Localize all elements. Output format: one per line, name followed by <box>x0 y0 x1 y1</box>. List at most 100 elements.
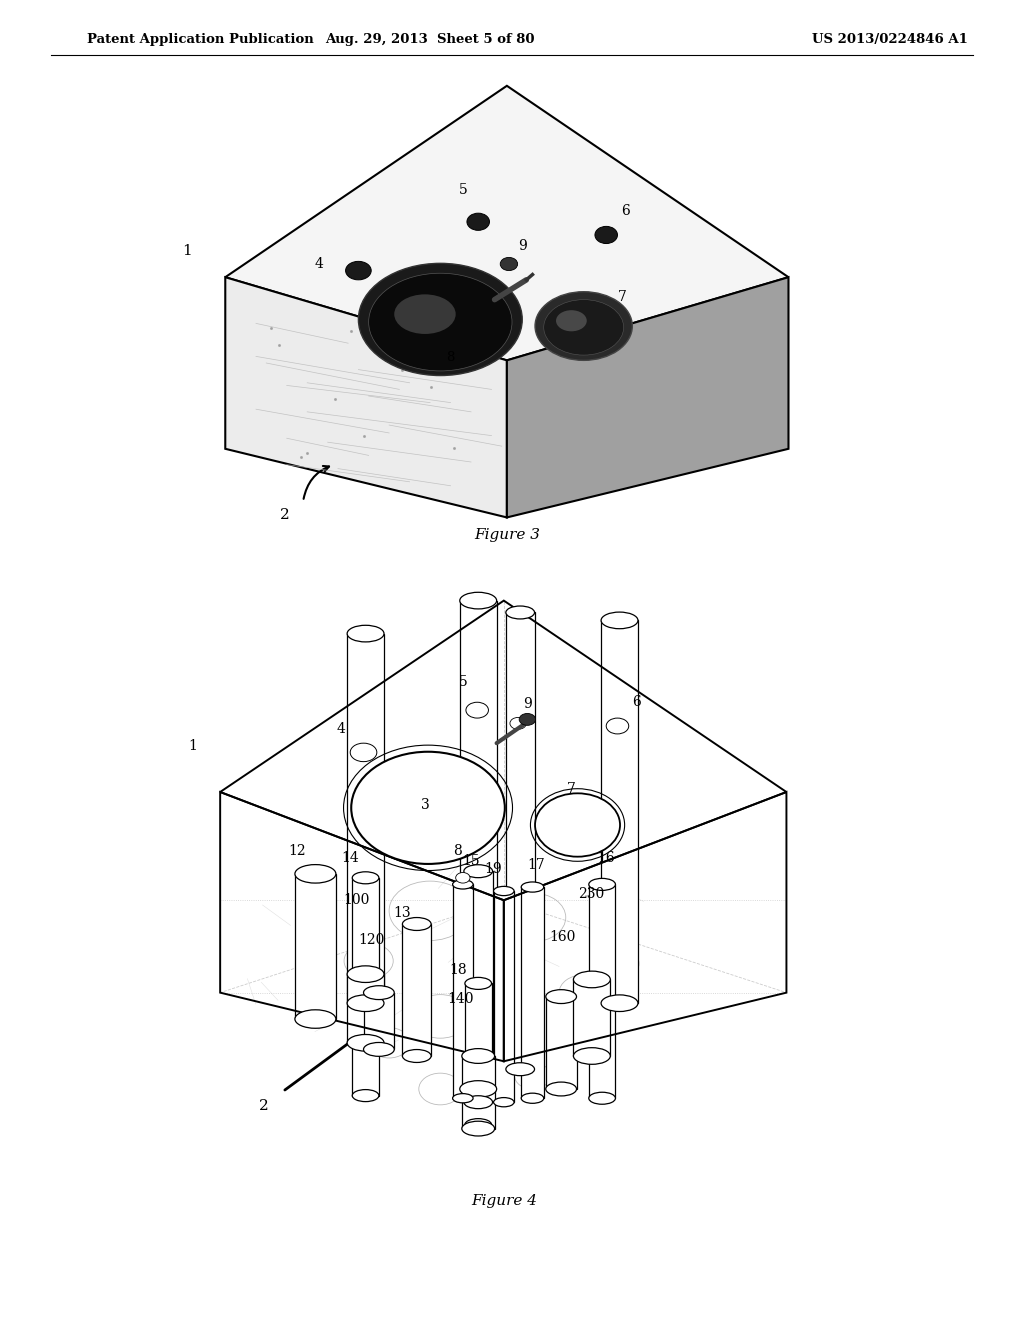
Ellipse shape <box>535 292 632 360</box>
Text: 140: 140 <box>447 993 474 1006</box>
Text: 7: 7 <box>618 290 627 304</box>
Text: 8: 8 <box>446 351 455 364</box>
Ellipse shape <box>506 1063 535 1076</box>
Ellipse shape <box>535 793 620 857</box>
Text: 9: 9 <box>523 697 531 710</box>
Text: Figure 4: Figure 4 <box>471 1195 537 1208</box>
Ellipse shape <box>601 612 638 628</box>
Ellipse shape <box>347 966 384 982</box>
Ellipse shape <box>347 626 384 642</box>
Polygon shape <box>453 884 473 1098</box>
Polygon shape <box>601 620 638 1003</box>
Ellipse shape <box>573 972 610 987</box>
Text: Aug. 29, 2013  Sheet 5 of 80: Aug. 29, 2013 Sheet 5 of 80 <box>326 33 535 46</box>
Ellipse shape <box>394 294 456 334</box>
Text: 3: 3 <box>421 799 429 812</box>
Ellipse shape <box>500 257 517 271</box>
Ellipse shape <box>347 1035 384 1051</box>
Ellipse shape <box>506 606 535 619</box>
Polygon shape <box>352 878 379 1096</box>
Ellipse shape <box>601 995 638 1011</box>
Ellipse shape <box>606 718 629 734</box>
Text: 1: 1 <box>188 739 197 752</box>
Text: 7: 7 <box>567 783 575 796</box>
Ellipse shape <box>595 227 617 243</box>
Text: 5: 5 <box>459 676 467 689</box>
Polygon shape <box>225 277 507 517</box>
Polygon shape <box>507 277 788 517</box>
Text: 100: 100 <box>343 894 370 907</box>
Polygon shape <box>364 993 394 1049</box>
Text: 17: 17 <box>527 858 546 871</box>
Text: 5: 5 <box>459 183 467 197</box>
Ellipse shape <box>465 339 484 354</box>
Ellipse shape <box>589 878 615 891</box>
Polygon shape <box>521 887 544 1098</box>
Polygon shape <box>546 997 577 1089</box>
Ellipse shape <box>345 261 372 280</box>
Ellipse shape <box>589 1092 615 1105</box>
Text: 4: 4 <box>315 257 324 271</box>
Ellipse shape <box>464 865 493 878</box>
Text: 6: 6 <box>622 205 630 218</box>
Ellipse shape <box>546 990 577 1003</box>
Ellipse shape <box>453 1093 473 1104</box>
Ellipse shape <box>510 718 526 729</box>
Text: US 2013/0224846 A1: US 2013/0224846 A1 <box>812 33 968 46</box>
Ellipse shape <box>462 1121 495 1137</box>
Polygon shape <box>494 891 514 1102</box>
Text: 15: 15 <box>462 854 480 867</box>
Text: 160: 160 <box>549 931 575 944</box>
Ellipse shape <box>402 917 431 931</box>
Ellipse shape <box>494 1097 514 1106</box>
Polygon shape <box>462 1056 495 1129</box>
Text: 13: 13 <box>393 907 412 920</box>
Ellipse shape <box>467 214 489 230</box>
Text: 120: 120 <box>358 933 385 946</box>
Text: Patent Application Publication: Patent Application Publication <box>87 33 313 46</box>
Polygon shape <box>460 601 497 1089</box>
Ellipse shape <box>494 887 514 895</box>
Text: 19: 19 <box>484 862 503 875</box>
Ellipse shape <box>573 1048 610 1064</box>
Ellipse shape <box>351 752 505 865</box>
Ellipse shape <box>350 743 377 762</box>
Ellipse shape <box>462 1048 495 1064</box>
Ellipse shape <box>453 879 473 890</box>
Ellipse shape <box>347 995 384 1011</box>
Text: 12: 12 <box>288 845 306 858</box>
Text: 4: 4 <box>337 722 345 735</box>
Text: 18: 18 <box>449 964 467 977</box>
Ellipse shape <box>519 713 536 726</box>
Ellipse shape <box>295 1010 336 1028</box>
Polygon shape <box>347 634 384 1003</box>
Ellipse shape <box>364 1043 394 1056</box>
Ellipse shape <box>456 873 470 883</box>
Polygon shape <box>225 86 788 360</box>
Ellipse shape <box>460 1081 497 1097</box>
Text: 16: 16 <box>597 851 615 865</box>
Text: 2: 2 <box>259 1100 269 1113</box>
Text: 14: 14 <box>341 851 359 865</box>
Text: 9: 9 <box>518 239 526 252</box>
Ellipse shape <box>556 310 587 331</box>
Ellipse shape <box>544 300 624 355</box>
Polygon shape <box>402 924 431 1056</box>
Text: 8: 8 <box>454 845 462 858</box>
Ellipse shape <box>521 882 544 892</box>
Ellipse shape <box>352 1089 379 1102</box>
Ellipse shape <box>465 977 492 990</box>
Polygon shape <box>295 874 336 1019</box>
Polygon shape <box>589 884 615 1098</box>
Ellipse shape <box>369 273 512 371</box>
Polygon shape <box>465 983 492 1125</box>
Ellipse shape <box>364 986 394 999</box>
Polygon shape <box>464 871 493 1102</box>
Ellipse shape <box>460 593 497 609</box>
Ellipse shape <box>352 871 379 884</box>
Ellipse shape <box>466 702 488 718</box>
Ellipse shape <box>402 1049 431 1063</box>
Polygon shape <box>347 974 384 1043</box>
Text: 1: 1 <box>182 244 193 257</box>
Polygon shape <box>506 612 535 1069</box>
